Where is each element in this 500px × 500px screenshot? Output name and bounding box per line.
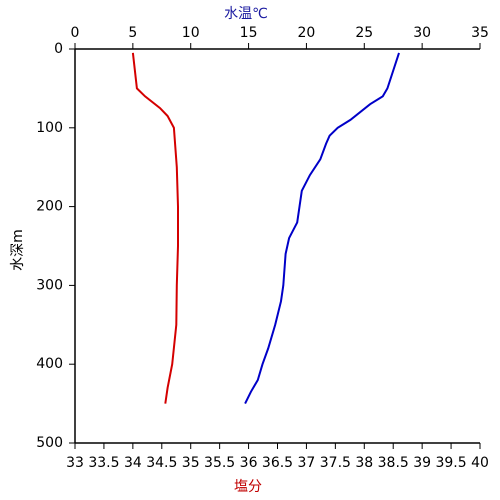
y-axis-label: 水深m: [10, 229, 26, 271]
x2-axis-label: 水温℃: [224, 6, 268, 22]
x-tick-label: 35: [182, 455, 200, 471]
x2-tick-label: 15: [240, 25, 258, 41]
y-tick-label: 100: [36, 120, 63, 136]
x2-tick-label: 5: [128, 25, 137, 41]
x-tick-label: 39: [413, 455, 431, 471]
x-tick-label: 38.5: [378, 455, 409, 471]
x-tick-label: 36: [240, 455, 258, 471]
profile-line: [244, 52, 400, 405]
x-tick-label: 40: [471, 455, 489, 471]
x-tick-label: 37: [298, 455, 316, 471]
profile-line: [131, 52, 179, 404]
x2-tick-label: 35: [471, 25, 489, 41]
x-tick-label: 36.5: [262, 455, 293, 471]
x2-tick-label: 30: [413, 25, 431, 41]
y-tick-label: 0: [54, 41, 63, 57]
x-tick-label: 33: [66, 455, 84, 471]
y-tick-label: 500: [36, 435, 63, 451]
y-tick-label: 300: [36, 277, 63, 293]
x2-tick-label: 25: [355, 25, 373, 41]
x-tick-label: 38: [355, 455, 373, 471]
y-tick-label: 400: [36, 356, 63, 372]
x-tick-label: 37.5: [320, 455, 351, 471]
x-tick-label: 34: [124, 455, 142, 471]
x2-tick-label: 0: [71, 25, 80, 41]
x-tick-label: 33.5: [88, 455, 119, 471]
x2-tick-label: 10: [182, 25, 200, 41]
x-tick-label: 35.5: [204, 455, 235, 471]
x-axis-label: 塩分: [234, 479, 262, 495]
x2-tick-label: 20: [298, 25, 316, 41]
x-tick-label: 39.5: [435, 455, 466, 471]
y-tick-label: 200: [36, 199, 63, 215]
x-tick-label: 34.5: [146, 455, 177, 471]
